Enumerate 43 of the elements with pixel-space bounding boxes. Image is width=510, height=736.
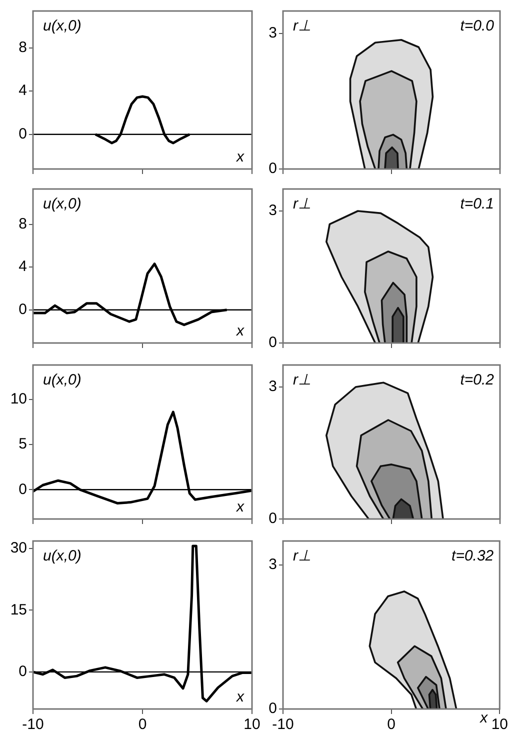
text: t=0.32: [452, 548, 494, 565]
y-tick-label: 0: [18, 300, 27, 318]
x-tick-label: -10: [272, 716, 294, 734]
y-axis-title: r⊥: [293, 548, 311, 565]
y-tick-label: 8: [18, 215, 27, 232]
y-tick-label: 30: [10, 540, 27, 557]
y-tick-label: 0: [268, 700, 277, 718]
y-axis-title: u(x,0): [43, 372, 82, 389]
text: t=0.2: [460, 372, 495, 389]
y-axis-title: u(x,0): [43, 18, 82, 35]
y-tick-label: 0: [268, 160, 277, 178]
y-tick-label: 0: [268, 510, 277, 528]
y-tick-label: 0: [18, 663, 27, 680]
y-tick-label: 3: [268, 556, 277, 574]
y-tick-label: 8: [18, 38, 27, 56]
y-axis-title: u(x,0): [43, 548, 82, 565]
y-axis-title: r⊥: [293, 372, 311, 389]
x-axis-title: x: [236, 148, 244, 166]
x-tick-label: -10: [22, 716, 44, 734]
x-tick-label: 10: [244, 716, 260, 734]
x-tick-label: 0: [387, 716, 396, 734]
y-tick-label: 0: [18, 126, 27, 143]
y-tick-label: 10: [10, 390, 27, 408]
y-tick-label: 5: [18, 436, 27, 453]
y-axis-title: u(x,0): [43, 196, 82, 213]
y-tick-label: 3: [268, 202, 277, 220]
x-axis-title: x: [236, 498, 244, 516]
y-tick-label: 3: [268, 378, 277, 396]
text: t=0.1: [460, 196, 494, 213]
x-tick-label: 0: [138, 716, 147, 734]
y-tick-label: 0: [18, 480, 27, 498]
y-tick-label: 4: [18, 82, 27, 100]
text: t=0.0: [460, 18, 495, 35]
y-axis-title: r⊥: [293, 18, 311, 35]
x-axis-title: x: [479, 710, 488, 727]
x-axis-title: x: [236, 322, 244, 340]
x-tick-label: 10: [491, 716, 508, 734]
y-tick-label: 4: [18, 258, 27, 276]
x-axis-title: x: [236, 688, 244, 706]
y-axis-title: r⊥: [293, 196, 311, 213]
y-tick-label: 0: [268, 334, 277, 352]
y-tick-label: 3: [268, 24, 277, 42]
y-tick-label: 15: [10, 601, 27, 618]
